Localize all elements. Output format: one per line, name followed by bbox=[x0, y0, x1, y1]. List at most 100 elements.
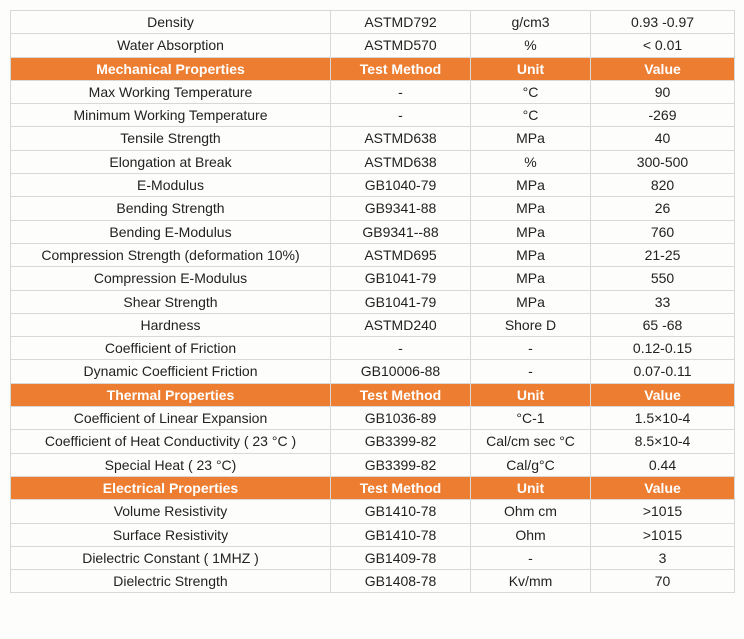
table-row: Max Working Temperature-°C90 bbox=[11, 80, 735, 103]
cell-value: 90 bbox=[591, 80, 735, 103]
cell-unit: Ohm cm bbox=[471, 500, 591, 523]
section-title: Electrical Properties bbox=[11, 476, 331, 499]
cell-property: Coefficient of Friction bbox=[11, 337, 331, 360]
section-title: Mechanical Properties bbox=[11, 57, 331, 80]
section-header: Mechanical PropertiesTest MethodUnitValu… bbox=[11, 57, 735, 80]
cell-unit: Cal/g°C bbox=[471, 453, 591, 476]
cell-method: GB1410-78 bbox=[331, 500, 471, 523]
table-row: Coefficient of Friction--0.12-0.15 bbox=[11, 337, 735, 360]
cell-property: Max Working Temperature bbox=[11, 80, 331, 103]
table-row: Coefficient of Linear ExpansionGB1036-89… bbox=[11, 407, 735, 430]
cell-value: 70 bbox=[591, 570, 735, 593]
cell-unit: g/cm3 bbox=[471, 11, 591, 34]
cell-method: ASTMD792 bbox=[331, 11, 471, 34]
cell-unit: MPa bbox=[471, 220, 591, 243]
cell-unit: MPa bbox=[471, 243, 591, 266]
cell-unit: MPa bbox=[471, 267, 591, 290]
cell-property: Dynamic Coefficient Friction bbox=[11, 360, 331, 383]
table-row: Bending StrengthGB9341-88MPa26 bbox=[11, 197, 735, 220]
cell-property: Water Absorption bbox=[11, 34, 331, 57]
cell-unit: - bbox=[471, 546, 591, 569]
cell-property: Bending E-Modulus bbox=[11, 220, 331, 243]
cell-value: 3 bbox=[591, 546, 735, 569]
cell-property: Dielectric Constant ( 1MHZ ) bbox=[11, 546, 331, 569]
cell-property: Minimum Working Temperature bbox=[11, 104, 331, 127]
cell-property: Dielectric Strength bbox=[11, 570, 331, 593]
cell-method: GB1409-78 bbox=[331, 546, 471, 569]
cell-method: - bbox=[331, 80, 471, 103]
cell-method: GB1041-79 bbox=[331, 290, 471, 313]
cell-value: 0.44 bbox=[591, 453, 735, 476]
cell-value: 40 bbox=[591, 127, 735, 150]
cell-property: Compression Strength (deformation 10%) bbox=[11, 243, 331, 266]
cell-property: Coefficient of Linear Expansion bbox=[11, 407, 331, 430]
table-row: Coefficient of Heat Conductivity ( 23 °C… bbox=[11, 430, 735, 453]
cell-unit: Cal/cm sec °C bbox=[471, 430, 591, 453]
cell-property: Elongation at Break bbox=[11, 150, 331, 173]
cell-value: 21-25 bbox=[591, 243, 735, 266]
cell-property: Volume Resistivity bbox=[11, 500, 331, 523]
cell-value: 550 bbox=[591, 267, 735, 290]
cell-unit: % bbox=[471, 150, 591, 173]
cell-method: GB1410-78 bbox=[331, 523, 471, 546]
cell-value: >1015 bbox=[591, 500, 735, 523]
section-col-label: Value bbox=[591, 476, 735, 499]
cell-property: Bending Strength bbox=[11, 197, 331, 220]
cell-value: 65 -68 bbox=[591, 313, 735, 336]
table-row: Dielectric Constant ( 1MHZ )GB1409-78-3 bbox=[11, 546, 735, 569]
cell-unit: °C bbox=[471, 104, 591, 127]
cell-property: E-Modulus bbox=[11, 174, 331, 197]
table-row: Compression Strength (deformation 10%)AS… bbox=[11, 243, 735, 266]
cell-value: 33 bbox=[591, 290, 735, 313]
section-col-label: Unit bbox=[471, 57, 591, 80]
section-col-label: Test Method bbox=[331, 57, 471, 80]
section-header: Electrical PropertiesTest MethodUnitValu… bbox=[11, 476, 735, 499]
table-row: Shear StrengthGB1041-79MPa33 bbox=[11, 290, 735, 313]
cell-property: Surface Resistivity bbox=[11, 523, 331, 546]
table-row: Water AbsorptionASTMD570%< 0.01 bbox=[11, 34, 735, 57]
properties-table: DensityASTMD792g/cm30.93 -0.97Water Abso… bbox=[10, 10, 735, 593]
section-col-label: Unit bbox=[471, 476, 591, 499]
cell-unit: MPa bbox=[471, 197, 591, 220]
section-col-label: Test Method bbox=[331, 476, 471, 499]
cell-value: < 0.01 bbox=[591, 34, 735, 57]
cell-method: ASTMD240 bbox=[331, 313, 471, 336]
cell-method: ASTMD570 bbox=[331, 34, 471, 57]
table-row: DensityASTMD792g/cm30.93 -0.97 bbox=[11, 11, 735, 34]
cell-unit: - bbox=[471, 360, 591, 383]
section-col-label: Value bbox=[591, 57, 735, 80]
cell-method: ASTMD638 bbox=[331, 127, 471, 150]
cell-method: ASTMD695 bbox=[331, 243, 471, 266]
cell-value: 8.5×10-4 bbox=[591, 430, 735, 453]
cell-property: Shear Strength bbox=[11, 290, 331, 313]
table-row: Surface ResistivityGB1410-78Ohm>1015 bbox=[11, 523, 735, 546]
cell-value: >1015 bbox=[591, 523, 735, 546]
cell-method: GB3399-82 bbox=[331, 430, 471, 453]
cell-property: Compression E-Modulus bbox=[11, 267, 331, 290]
cell-method: GB1036-89 bbox=[331, 407, 471, 430]
table-row: Tensile StrengthASTMD638MPa40 bbox=[11, 127, 735, 150]
cell-unit: Ohm bbox=[471, 523, 591, 546]
cell-unit: Kv/mm bbox=[471, 570, 591, 593]
cell-property: Special Heat ( 23 °C) bbox=[11, 453, 331, 476]
table-row: Elongation at BreakASTMD638%300-500 bbox=[11, 150, 735, 173]
section-col-label: Test Method bbox=[331, 383, 471, 406]
table-row: Volume ResistivityGB1410-78Ohm cm>1015 bbox=[11, 500, 735, 523]
cell-value: -269 bbox=[591, 104, 735, 127]
cell-unit: Shore D bbox=[471, 313, 591, 336]
section-header: Thermal PropertiesTest MethodUnitValue bbox=[11, 383, 735, 406]
cell-unit: MPa bbox=[471, 290, 591, 313]
table-row: Compression E-ModulusGB1041-79MPa550 bbox=[11, 267, 735, 290]
cell-method: GB9341-88 bbox=[331, 197, 471, 220]
cell-value: 0.07-0.11 bbox=[591, 360, 735, 383]
cell-unit: MPa bbox=[471, 174, 591, 197]
cell-method: - bbox=[331, 337, 471, 360]
cell-method: GB1040-79 bbox=[331, 174, 471, 197]
section-col-label: Value bbox=[591, 383, 735, 406]
table-row: E-ModulusGB1040-79MPa820 bbox=[11, 174, 735, 197]
cell-method: GB1041-79 bbox=[331, 267, 471, 290]
cell-method: ASTMD638 bbox=[331, 150, 471, 173]
cell-property: Hardness bbox=[11, 313, 331, 336]
cell-value: 26 bbox=[591, 197, 735, 220]
cell-unit: - bbox=[471, 337, 591, 360]
